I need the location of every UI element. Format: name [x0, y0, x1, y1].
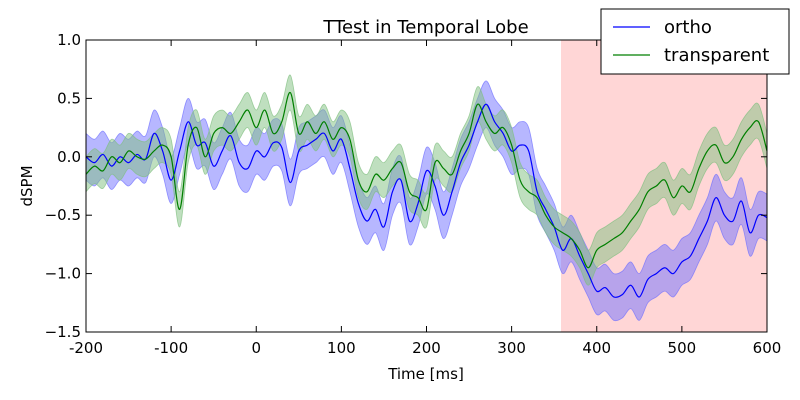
y-axis-label: dSPM: [18, 165, 36, 206]
x-tick-label: 0: [251, 339, 261, 357]
x-tick-label: 400: [582, 339, 611, 357]
line-transparent: [85, 91, 768, 269]
y-tick-label: 1.0: [57, 31, 81, 49]
legend-label-ortho: ortho: [664, 17, 712, 38]
x-axis-label: Time [ms]: [387, 365, 464, 383]
y-tick-label: −0.5: [45, 206, 81, 224]
chart-title: TTest in Temporal Lobe: [322, 17, 528, 38]
plot-area: [85, 40, 768, 332]
y-tick-label: −1.0: [45, 265, 81, 283]
x-tick-label: 500: [668, 339, 697, 357]
line-ortho: [85, 103, 768, 298]
x-tick-label: 300: [497, 339, 526, 357]
y-axis-ticks: −1.5 −1.0 −0.5 0.0 0.5 1.0: [45, 31, 767, 341]
x-axis-ticks: -200 -100 0 100 200 300 400 500 600: [69, 40, 781, 357]
x-tick-label: 100: [327, 339, 356, 357]
x-tick-label: 600: [753, 339, 782, 357]
legend-label-transparent: transparent: [664, 45, 769, 66]
y-tick-label: 0.0: [57, 148, 81, 166]
x-tick-label: -200: [69, 339, 103, 357]
y-tick-label: −1.5: [45, 323, 81, 341]
x-tick-label: -100: [154, 339, 188, 357]
y-tick-label: 0.5: [57, 89, 81, 107]
legend-box: [600, 8, 790, 75]
series-lines: [85, 91, 768, 298]
legend: ortho transparent: [600, 8, 790, 75]
x-tick-label: 200: [412, 339, 441, 357]
